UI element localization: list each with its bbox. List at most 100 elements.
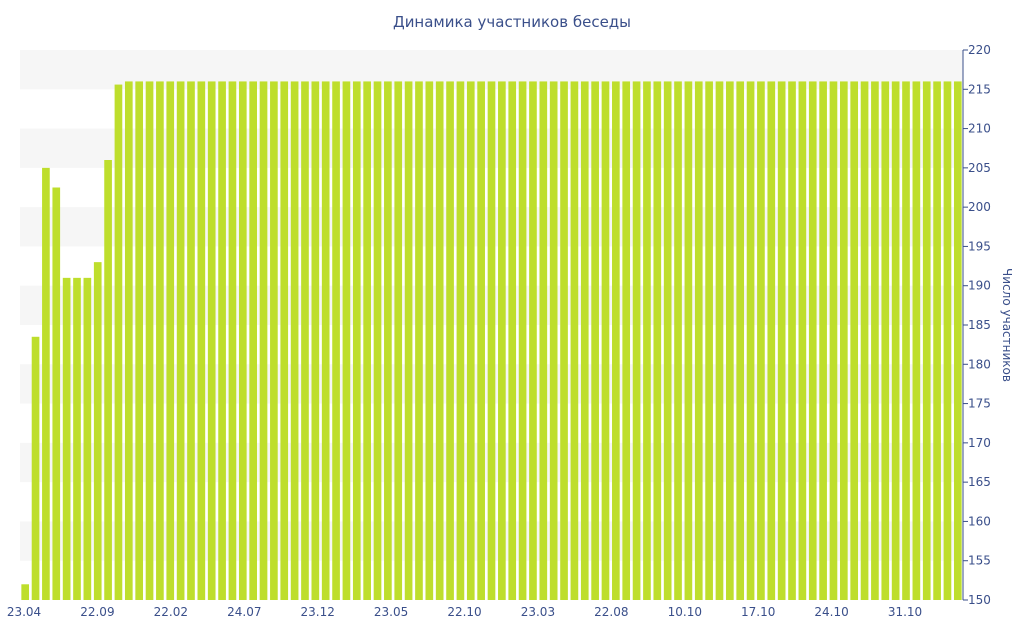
y-tick-label: 210 (968, 122, 991, 136)
bar (394, 81, 403, 601)
y-tick-label: 165 (968, 475, 991, 489)
bar (332, 81, 340, 601)
x-tick-label: 22.02 (154, 605, 188, 619)
bar (321, 81, 330, 601)
y-tick-label: 205 (968, 161, 991, 175)
y-tick-label: 195 (968, 239, 991, 253)
y-tick-label: 170 (968, 436, 991, 450)
bar (280, 81, 289, 601)
bar (539, 81, 548, 601)
bar (62, 277, 71, 600)
y-tick-label: 220 (968, 43, 991, 57)
x-tick-label: 23.05 (374, 605, 408, 619)
bar (591, 81, 599, 601)
bar (715, 81, 724, 601)
bar (518, 81, 527, 601)
x-tick-label: 31.10 (888, 605, 922, 619)
bar (808, 81, 817, 601)
bar (187, 81, 195, 601)
bar (166, 81, 175, 601)
y-tick-label: 150 (968, 593, 991, 607)
y-tick-label: 215 (968, 82, 991, 96)
bar (953, 81, 962, 601)
bar (435, 81, 444, 601)
y-tick-label: 200 (968, 200, 991, 214)
bar (819, 81, 827, 601)
bar (404, 81, 413, 601)
bar (570, 81, 579, 601)
bar (238, 81, 247, 601)
bar (529, 81, 537, 601)
bar (425, 81, 434, 601)
bar (601, 81, 610, 601)
x-tick-label: 17.10 (741, 605, 775, 619)
bar (42, 167, 50, 601)
bar (498, 81, 506, 601)
bar (218, 81, 226, 601)
x-tick-label: 23.03 (521, 605, 555, 619)
bar (290, 81, 299, 601)
bar (249, 81, 257, 601)
bar (145, 81, 154, 601)
bar (352, 81, 361, 601)
bar (446, 81, 454, 601)
bar (580, 81, 589, 601)
bar (643, 81, 651, 601)
bar (891, 81, 900, 601)
bar (197, 81, 206, 601)
bar (549, 81, 558, 601)
bar (104, 160, 112, 600)
bar (674, 81, 682, 601)
bar (270, 81, 278, 601)
bar (622, 81, 631, 601)
bar (384, 81, 392, 601)
bar (767, 81, 776, 601)
x-tick-label: 22.08 (594, 605, 628, 619)
y-tick-label: 175 (968, 397, 991, 411)
bar (487, 81, 496, 601)
bar (83, 277, 92, 600)
bar (922, 81, 931, 601)
bar (228, 81, 237, 601)
bar (373, 81, 382, 601)
bar (176, 81, 185, 601)
y-axis-ticks: 150 155 160 165 170 175 180 185 190 195 200 205 210 2… (963, 43, 991, 607)
bar (663, 81, 672, 601)
bar (135, 81, 144, 601)
bar (466, 81, 475, 601)
y-tick-label: 155 (968, 554, 991, 568)
y-axis-title: Число участников (1000, 268, 1014, 382)
bar (114, 84, 123, 600)
x-tick-label: 10.10 (668, 605, 702, 619)
bar (746, 81, 755, 601)
bar (757, 81, 765, 601)
bar (632, 81, 641, 601)
bar (943, 81, 952, 601)
bar (73, 277, 81, 600)
bar (477, 81, 485, 601)
y-tick-label: 180 (968, 357, 991, 371)
bar (31, 336, 40, 600)
bar (726, 81, 734, 601)
bar (912, 81, 921, 601)
bar (871, 81, 879, 601)
bar (705, 81, 713, 601)
bar (860, 81, 869, 601)
x-tick-label: 23.12 (301, 605, 335, 619)
bar (259, 81, 268, 601)
bar (829, 81, 838, 601)
bar (560, 81, 568, 601)
bar (777, 81, 786, 601)
chart-title: Динамика участников беседы (392, 13, 632, 31)
y-tick-label: 185 (968, 318, 991, 332)
x-axis-ticks: 23.04 22.09 22.02 24.07 23.12 23.05 22.10 23.03… (7, 605, 922, 619)
bar (850, 81, 859, 601)
bar (156, 81, 164, 601)
x-tick-label: 23.04 (7, 605, 41, 619)
bar (508, 81, 517, 601)
bar (456, 81, 465, 601)
bar (21, 584, 30, 600)
y-tick-label: 190 (968, 279, 991, 293)
bar (207, 81, 216, 601)
